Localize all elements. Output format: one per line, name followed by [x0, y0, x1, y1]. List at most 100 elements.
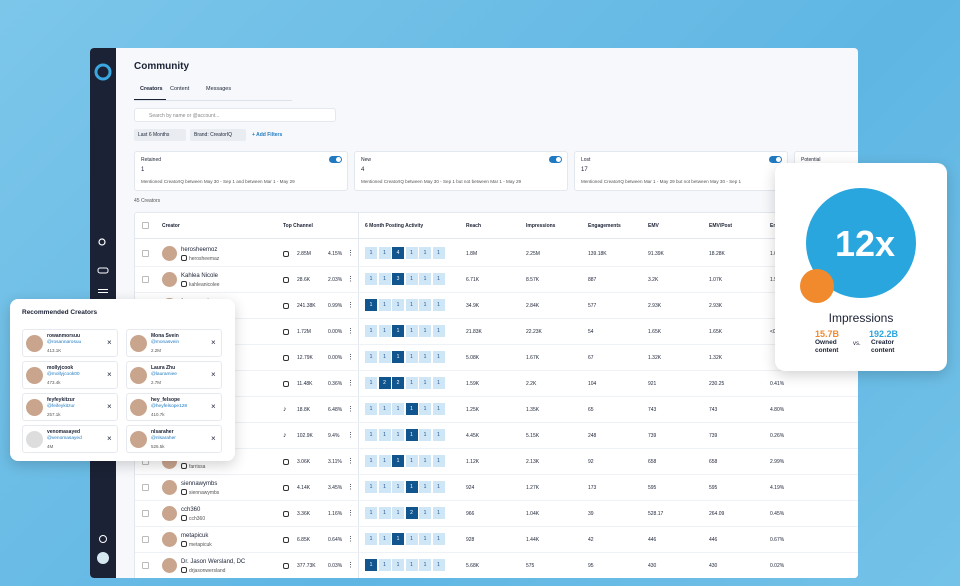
row-checkbox[interactable] [142, 562, 149, 569]
dismiss[interactable]: × [211, 338, 216, 347]
dismiss[interactable]: × [211, 370, 216, 379]
recommended-card[interactable]: Laura Zhu @lauramiee 2.7M × [126, 361, 222, 389]
activity-cell: 1 [432, 351, 445, 363]
row-checkbox[interactable] [142, 250, 149, 257]
impressions-card: 12x Impressions 15.7B Owned content vs. … [775, 163, 947, 371]
activity-cell: 1 [365, 299, 377, 311]
nav-icon[interactable] [98, 292, 108, 293]
tab-rule [134, 100, 292, 101]
search-icon[interactable] [98, 238, 106, 246]
row-rule [135, 370, 858, 371]
dismiss[interactable]: × [107, 434, 112, 443]
creator-name[interactable]: herosheemoz [181, 247, 218, 253]
nav-icon[interactable] [97, 267, 109, 274]
engagement-rate: 6.48% [328, 407, 343, 413]
activity-cell: 1 [378, 247, 391, 259]
nav-icon[interactable] [98, 289, 108, 290]
instagram-icon [283, 459, 289, 465]
row-checkbox[interactable] [142, 536, 149, 543]
tab[interactable]: Creators [140, 86, 163, 92]
recommended-card[interactable]: Mona Svein @monasvein 2.2M × [126, 329, 222, 357]
activity-cell: 1 [405, 559, 418, 571]
followers: 2.85M [297, 251, 311, 257]
row-checkbox[interactable] [142, 484, 149, 491]
emv_post: 18.28K [709, 251, 725, 257]
recommended-card[interactable]: nlsaraher @nlsaraher 526.5k × [126, 425, 222, 453]
creator-name[interactable]: cch360 [181, 507, 201, 513]
creator-name[interactable]: metapicuk [181, 533, 209, 539]
recommended-card[interactable]: mollyjcook @mollyjcook00 473.4k × [22, 361, 118, 389]
add-filters[interactable]: + Add Filters [252, 132, 283, 138]
tab[interactable]: Content [170, 86, 190, 92]
activity-cell: 1 [432, 507, 445, 519]
filter-chip[interactable]: Last 6 Months [134, 129, 186, 141]
avatar [162, 480, 177, 495]
followers: 11.48K [297, 381, 313, 387]
search-box[interactable]: Search by name or @account... [134, 108, 336, 122]
activity-cell: 1 [365, 507, 377, 519]
filter-chip[interactable]: Brand: CreatorIQ [190, 129, 246, 141]
recommended-name: Laura Zhu [151, 365, 176, 371]
row-menu[interactable]: ⋮ [347, 484, 354, 491]
row-menu[interactable]: ⋮ [347, 562, 354, 569]
dismiss[interactable]: × [211, 434, 216, 443]
avatar [162, 532, 177, 547]
row-menu[interactable]: ⋮ [347, 536, 354, 543]
recommended-name: venomasayed [47, 429, 81, 435]
emv: 446 [648, 537, 657, 543]
recommended-card[interactable]: feyfeykitzur @feifeykitzur 257.1k × [22, 393, 118, 421]
user-avatar[interactable] [97, 552, 109, 564]
help-icon[interactable] [99, 535, 107, 543]
row-menu[interactable]: ⋮ [347, 354, 354, 361]
dismiss[interactable]: × [107, 370, 112, 379]
activity-cell: 1 [419, 247, 431, 259]
instagram-icon [181, 541, 187, 547]
toggle-knob [776, 157, 781, 162]
reach: 1.59K [466, 381, 480, 387]
toggle[interactable] [769, 156, 782, 163]
row-rule [135, 526, 858, 527]
row-menu[interactable]: ⋮ [347, 328, 354, 335]
tab[interactable]: Messages [206, 86, 232, 92]
creator-name[interactable]: siennawymbs [181, 481, 218, 487]
row-menu[interactable]: ⋮ [347, 276, 354, 283]
activity-cell: 1 [405, 273, 418, 285]
recommended-card[interactable]: rowanmorsuu @rosannarosuu 413.1K × [22, 329, 118, 357]
instagram-icon [181, 463, 187, 469]
row-checkbox[interactable] [142, 276, 149, 283]
row-menu[interactable]: ⋮ [347, 406, 354, 413]
emv: 430 [648, 563, 657, 569]
dismiss[interactable]: × [211, 402, 216, 411]
row-checkbox[interactable] [142, 510, 149, 517]
creator-value: 192.2B [869, 329, 899, 339]
row-menu[interactable]: ⋮ [347, 380, 354, 387]
row-menu[interactable]: ⋮ [347, 302, 354, 309]
activity-cell: 1 [392, 455, 404, 467]
emv_post: 1.07K [709, 277, 723, 283]
row-menu[interactable]: ⋮ [347, 250, 354, 257]
activity-cell: 1 [419, 455, 431, 467]
dismiss[interactable]: × [107, 338, 112, 347]
activity-cell: 1 [432, 273, 445, 285]
toggle[interactable] [549, 156, 562, 163]
activity-cell: 1 [432, 533, 445, 545]
row-menu[interactable]: ⋮ [347, 432, 354, 439]
instagram-icon [283, 381, 289, 387]
header-checkbox[interactable] [142, 222, 149, 229]
creator-name[interactable]: Kahlea Nicole [181, 273, 219, 279]
owned-label: Owned content [815, 339, 839, 354]
creator-name[interactable]: Dr. Jason Wersland, DC [181, 559, 246, 565]
eng: 0.26% [770, 433, 785, 439]
tiktok-icon: ♪ [283, 406, 287, 413]
activity-cell: 1 [432, 377, 445, 389]
recommended-card[interactable]: venomasayed @venomasayed 4M × [22, 425, 118, 453]
recommended-card[interactable]: hey_felsope @heyfelsope128 410.7k × [126, 393, 222, 421]
activity-cell: 1 [392, 403, 404, 415]
summary-value: 4 [361, 167, 365, 173]
activity-cell: 1 [419, 559, 431, 571]
row-menu[interactable]: ⋮ [347, 510, 354, 517]
activity-cell: 1 [378, 507, 391, 519]
toggle[interactable] [329, 156, 342, 163]
row-menu[interactable]: ⋮ [347, 458, 354, 465]
dismiss[interactable]: × [107, 402, 112, 411]
